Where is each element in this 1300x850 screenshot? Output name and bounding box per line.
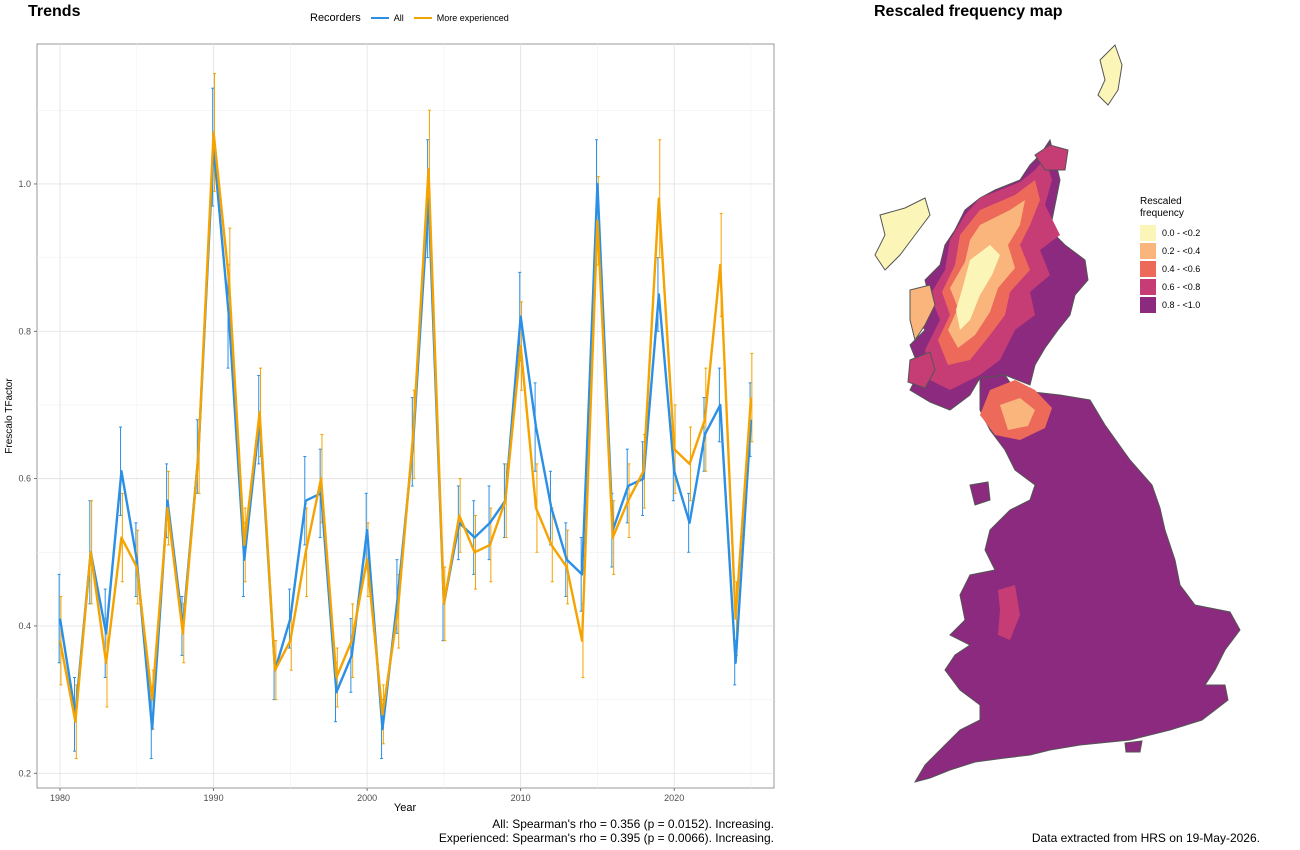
map-legend-swatch [1140,225,1156,241]
plot-panel [36,43,775,789]
map-island-anglesey [969,481,991,506]
map-legend-label: 0.6 - <0.8 [1162,282,1201,292]
map-legend-swatch [1140,297,1156,313]
map-legend-title-line2: frequency [1140,208,1184,219]
map-legend-row: 0.0 - <0.2 [1140,224,1200,242]
y-tick-label: 0.6 [18,474,31,484]
series-lines [58,131,753,731]
legend-key-all [370,17,389,19]
map-island-mull [907,351,936,389]
map-legend-swatch [1140,243,1156,259]
y-tick-label: 0.2 [18,768,31,778]
map-legend-row: 0.2 - <0.4 [1140,242,1200,260]
map-island-hebrides [874,197,931,271]
map-legend-row: 0.4 - <0.6 [1140,260,1200,278]
legend-key-experienced [413,17,432,19]
x-tick-label: 2020 [664,793,684,803]
axes: 0.2 0.4 0.6 0.8 1.0 1980 1990 2000 2010 2020 [18,179,684,803]
frequency-map [874,44,1241,783]
map-legend-title: Rescaled frequency [1140,196,1200,220]
legend-item-all: All [370,13,404,23]
trend-statistics: All: Spearman's rho = 0.356 (p = 0.0152)… [439,817,774,845]
map-island-shetland [1097,44,1123,106]
map-legend-label: 0.8 - <1.0 [1162,300,1201,310]
map-legend: Rescaled frequency 0.0 - <0.2 0.2 - <0.4 0… [1140,196,1200,314]
map-region-england-wales [913,374,1241,783]
legend-label-all: All [393,13,404,23]
legend-label-experienced: More experienced [436,13,509,23]
y-tick-label: 1.0 [18,179,31,189]
map-legend-label: 0.2 - <0.4 [1162,246,1201,256]
map-legend-label: 0.4 - <0.6 [1162,264,1201,274]
map-island-orkney [1034,144,1069,171]
map-title: Rescaled frequency map [874,3,1063,20]
stats-experienced: Experienced: Spearman's rho = 0.395 (p =… [438,831,774,845]
trends-chart: 0.2 0.4 0.6 0.8 1.0 1980 1990 2000 2010 2020 Year… [4,43,775,814]
map-legend-label: 0.0 - <0.2 [1162,228,1201,238]
y-tick-label: 0.8 [18,326,31,336]
map-legend-rows: 0.0 - <0.2 0.2 - <0.4 0.4 - <0.6 0.6 - <0.8… [1140,224,1200,314]
x-tick-label: 1980 [50,793,70,803]
trends-title: Trends [28,3,81,20]
series-line-experienced [58,131,753,723]
map-legend-swatch [1140,261,1156,277]
map-zone-0.0 [956,245,1000,330]
map-island-wight [1124,740,1143,753]
x-tick-label: 2010 [511,793,531,803]
data-extracted-note: Data extracted from HRS on 19-May-2026. [1031,831,1260,845]
map-legend-row: 0.6 - <0.8 [1140,278,1200,296]
x-axis-label: Year [394,802,417,814]
map-island-skye [909,284,936,342]
map-legend-title-line1: Rescaled [1140,196,1182,207]
map-legend-row: 0.8 - <1.0 [1140,296,1200,314]
x-tick-label: 1990 [204,793,224,803]
legend-item-experienced: More experienced [413,13,509,23]
chart-legend: Recorders All More experienced [310,12,509,24]
legend-title: Recorders [310,12,361,24]
y-tick-label: 0.4 [18,621,31,631]
y-axis-label: Frescalo TFactor [4,378,15,454]
map-zone-south-highlands-light [1000,398,1035,430]
map-zone-wales-highlands [998,585,1020,640]
stats-all: All: Spearman's rho = 0.356 (p = 0.0152)… [492,817,774,831]
map-legend-swatch [1140,279,1156,295]
x-tick-label: 2000 [357,793,377,803]
